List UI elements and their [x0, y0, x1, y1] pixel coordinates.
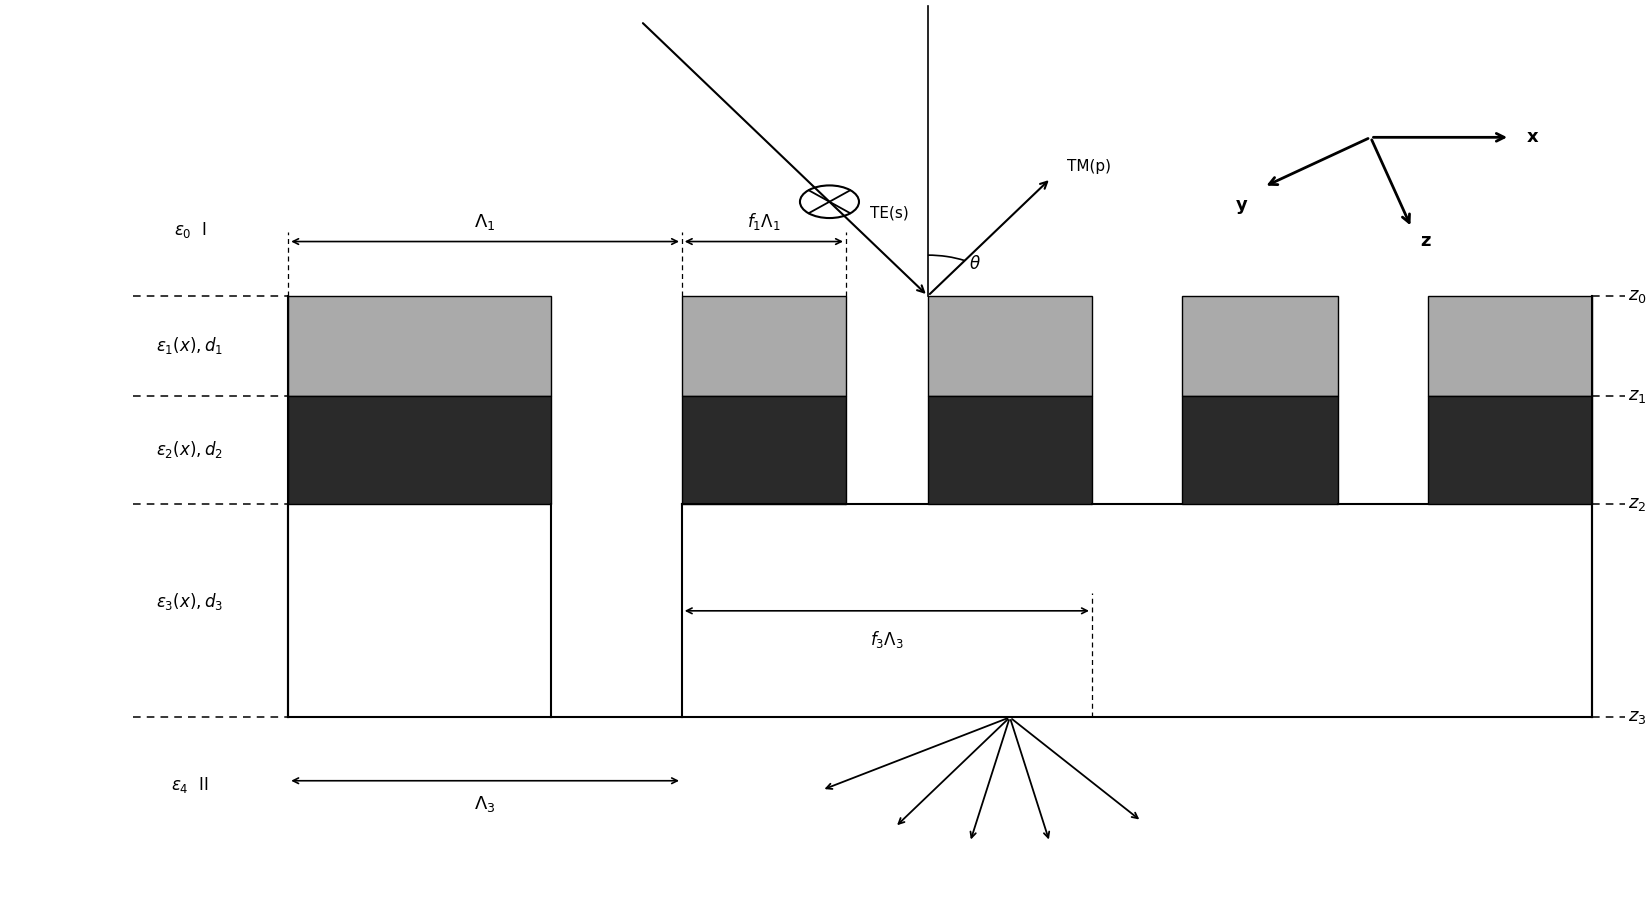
Text: y: y — [1235, 196, 1248, 214]
Text: $\Lambda_1$: $\Lambda_1$ — [474, 213, 495, 233]
Bar — [1182, 296, 1337, 395]
Text: $z_1$: $z_1$ — [1628, 386, 1646, 405]
Bar — [928, 296, 1091, 395]
Text: $z_0$: $z_0$ — [1628, 287, 1646, 305]
Text: $z_2$: $z_2$ — [1628, 495, 1646, 514]
Text: z: z — [1420, 233, 1430, 251]
Text: $\varepsilon_1(x), d_1$: $\varepsilon_1(x), d_1$ — [157, 335, 223, 356]
Text: $\Lambda_3$: $\Lambda_3$ — [474, 794, 495, 814]
Text: $\theta$: $\theta$ — [969, 255, 981, 274]
Bar — [682, 296, 845, 395]
Text: $\varepsilon_2(x), d_2$: $\varepsilon_2(x), d_2$ — [157, 439, 223, 461]
Bar — [1428, 296, 1592, 395]
Text: $\varepsilon_0$  I: $\varepsilon_0$ I — [173, 220, 206, 240]
Text: $\varepsilon_3(x), d_3$: $\varepsilon_3(x), d_3$ — [157, 591, 223, 613]
Text: x: x — [1527, 128, 1539, 146]
Text: TM(p): TM(p) — [1067, 159, 1111, 174]
Bar — [289, 395, 551, 504]
Text: $f_3\Lambda_3$: $f_3\Lambda_3$ — [870, 629, 903, 650]
Text: $\varepsilon_4$  II: $\varepsilon_4$ II — [172, 775, 208, 795]
Bar — [1428, 395, 1592, 504]
Text: $f_1\Lambda_1$: $f_1\Lambda_1$ — [746, 212, 781, 233]
Bar — [289, 296, 551, 395]
Text: $z_3$: $z_3$ — [1628, 708, 1646, 726]
Text: TE(s): TE(s) — [870, 205, 910, 220]
Bar — [682, 395, 845, 504]
Bar — [1182, 395, 1337, 504]
Bar — [928, 395, 1091, 504]
